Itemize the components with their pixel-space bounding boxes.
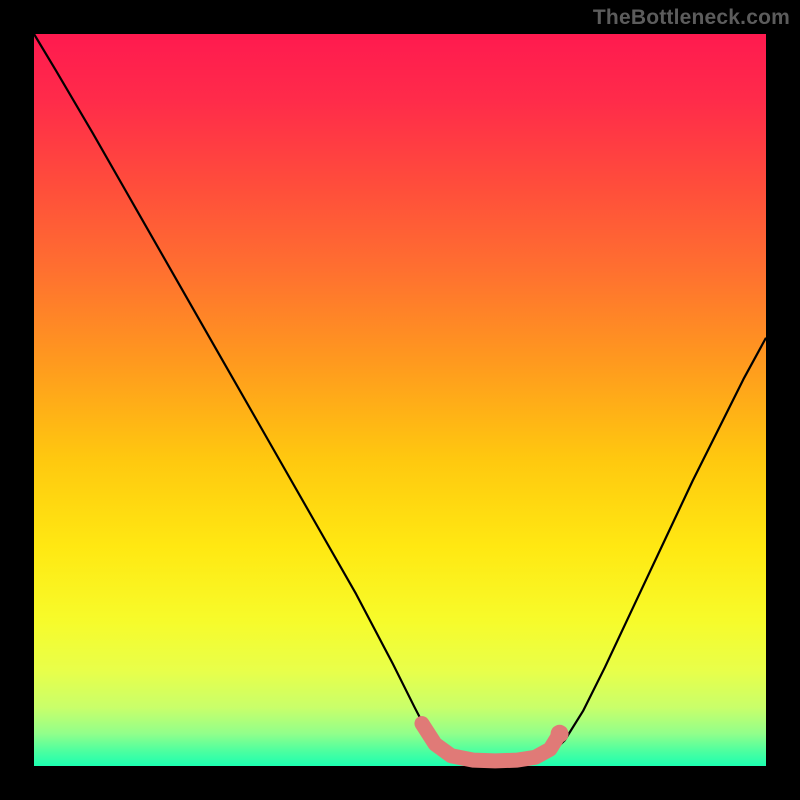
gradient-background [34, 34, 766, 766]
overlay-end-dot [551, 725, 569, 743]
watermark-text: TheBottleneck.com [593, 6, 790, 30]
chart-container: TheBottleneck.com [0, 0, 800, 800]
chart-svg [0, 0, 800, 800]
